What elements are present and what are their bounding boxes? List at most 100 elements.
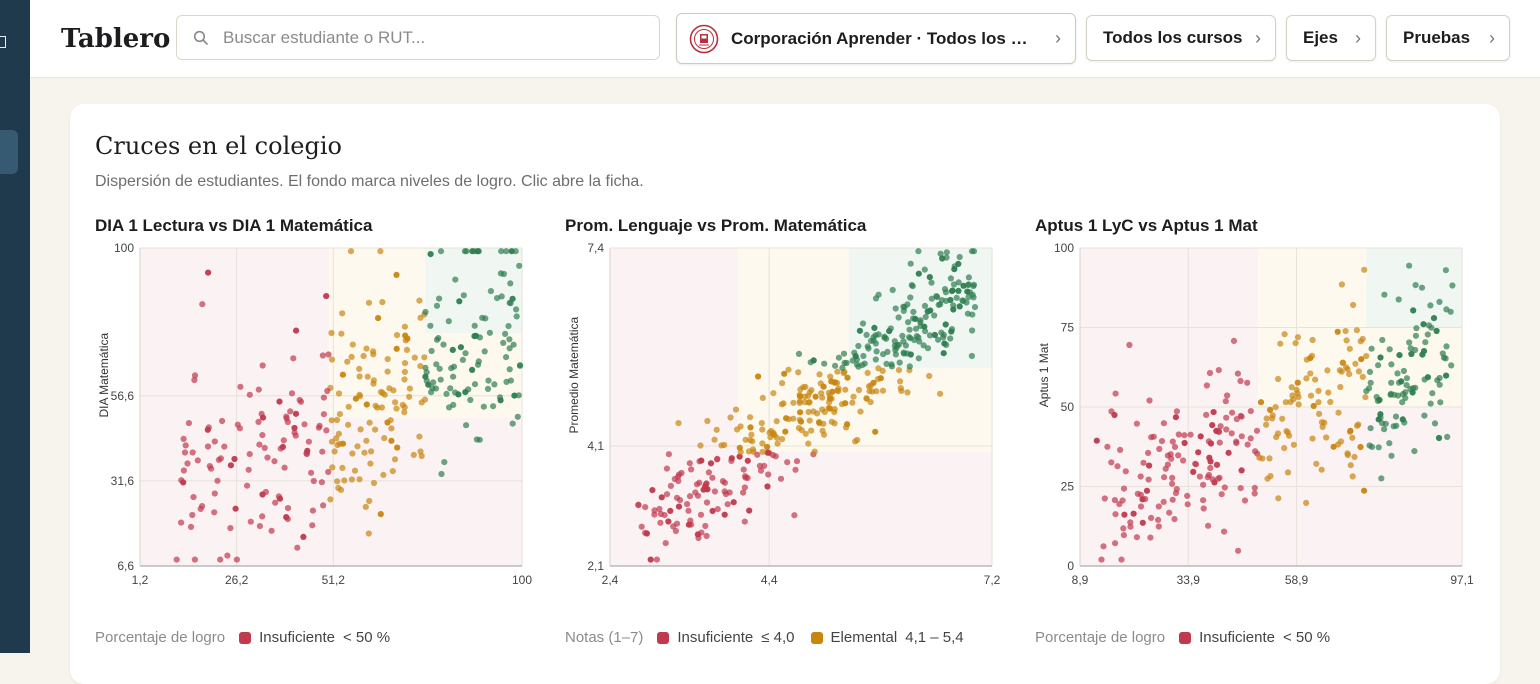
- scatter-point: [879, 387, 887, 394]
- scatter-point: [1309, 435, 1316, 442]
- scatter-point: [1437, 399, 1444, 406]
- scatter-point: [1406, 339, 1413, 346]
- scatter-point: [1295, 393, 1302, 401]
- courses-filter-button[interactable]: Todos los cursos ›: [1086, 15, 1276, 61]
- y-tick-label: 6,6: [117, 559, 134, 573]
- scatter-point: [1409, 389, 1416, 396]
- scatter-point: [1122, 468, 1129, 475]
- scatter-point: [1238, 433, 1245, 440]
- scatter-point: [842, 400, 849, 407]
- scatter-point: [1334, 328, 1341, 335]
- scatter-point: [184, 460, 191, 467]
- scatter-point: [1435, 434, 1443, 442]
- scatter-point: [844, 374, 851, 381]
- scatter-point: [922, 313, 929, 321]
- scatter-point: [1162, 465, 1169, 472]
- scatter-point: [417, 314, 424, 321]
- scatter-point: [421, 396, 429, 403]
- scatter-point: [907, 260, 914, 267]
- scatter-point: [764, 483, 771, 490]
- scatter-point: [178, 477, 185, 484]
- scatter-point: [828, 395, 835, 402]
- scatter-point: [915, 270, 922, 277]
- scatter-point: [463, 422, 470, 429]
- scatter-point: [1408, 350, 1415, 358]
- scatter-point: [1200, 481, 1207, 488]
- scatter-point: [1363, 388, 1370, 395]
- scatter-point: [443, 390, 450, 397]
- scatter-point: [1375, 444, 1382, 451]
- scatter-point: [1168, 455, 1175, 462]
- scatter-point: [1140, 459, 1147, 466]
- scatter-point: [487, 288, 494, 295]
- scatter-point: [471, 322, 478, 329]
- scatter-point: [404, 335, 411, 342]
- scatter-point: [452, 276, 459, 283]
- tests-filter-button[interactable]: Pruebas ›: [1386, 15, 1510, 61]
- scatter-point: [1357, 338, 1364, 345]
- scatter-point: [1112, 390, 1119, 397]
- scatter-point: [734, 426, 741, 433]
- scatter-point: [651, 507, 658, 514]
- scatter-point: [365, 530, 372, 537]
- axes-filter-button[interactable]: Ejes ›: [1286, 15, 1376, 61]
- x-tick-label: 26,2: [225, 573, 249, 587]
- scatter-point: [906, 334, 913, 341]
- scatter-point: [1207, 464, 1214, 472]
- scatter-point: [389, 468, 396, 475]
- scatter-point: [1315, 387, 1322, 394]
- scatter-point: [349, 450, 356, 457]
- scatter-point: [744, 457, 751, 464]
- scatter-point: [810, 357, 817, 364]
- scatter-point: [1378, 475, 1385, 482]
- scatter-point: [1146, 462, 1153, 469]
- scatter-point: [1361, 266, 1368, 273]
- scatter-point: [877, 375, 884, 382]
- top-bar: Tablero Corporación Aprender · Todos los…: [30, 0, 1540, 78]
- sidebar-toggle-icon[interactable]: [0, 36, 6, 48]
- scatter-point: [1330, 443, 1337, 450]
- scatter-point: [422, 308, 429, 316]
- scatter-point: [896, 359, 903, 366]
- scatter-point: [1266, 455, 1273, 462]
- sidebar-item-active[interactable]: [0, 130, 18, 174]
- scatter-point: [1313, 460, 1320, 467]
- scatter-point: [393, 345, 400, 352]
- scatter-point: [939, 255, 946, 262]
- scatter-chart-1[interactable]: 1,2 26,2 51,2 100 6,6 31,6 56,6 100 DIA Matemáti…: [95, 240, 545, 592]
- scatter-point: [663, 465, 670, 472]
- scatter-point: [1200, 497, 1207, 504]
- scatter-point: [1393, 422, 1400, 429]
- scatter-point: [1101, 495, 1108, 502]
- legend-swatch-insuficiente: [1179, 631, 1192, 644]
- organization-selector[interactable]: Corporación Aprender · Todos los e... ›: [676, 13, 1076, 64]
- scatter-point: [895, 367, 903, 374]
- scatter-chart-3[interactable]: 8,9 33,9 58,9 97,1 0 25 50 75 100 Aptus 1 Mat: [1035, 240, 1485, 592]
- scatter-point: [1309, 336, 1316, 344]
- scatter-point: [471, 381, 479, 388]
- scatter-point: [1279, 415, 1286, 422]
- scatter-point: [1368, 345, 1375, 352]
- scatter-point: [227, 462, 234, 469]
- scatter-point: [1352, 360, 1359, 367]
- search-box[interactable]: [176, 15, 660, 60]
- scatter-point: [685, 507, 692, 514]
- search-input[interactable]: [221, 26, 645, 49]
- scatter-point: [388, 437, 395, 444]
- scatter-point: [732, 406, 740, 413]
- scatter-point: [675, 420, 682, 427]
- scatter-point: [494, 295, 501, 302]
- scatter-point: [748, 431, 755, 438]
- scatter-point: [1112, 540, 1119, 547]
- scatter-point: [1422, 339, 1429, 346]
- scatter-point: [433, 361, 440, 368]
- scatter-point: [805, 399, 812, 406]
- scatter-chart-2[interactable]: 2,4 4,4 7,2 2,1 4,1 7,4 Promedio Matemática: [565, 240, 1015, 592]
- scatter-point: [1229, 409, 1236, 416]
- scatter-point: [219, 417, 226, 425]
- scatter-point: [259, 513, 266, 520]
- scatter-point: [1139, 519, 1146, 526]
- scatter-point: [1388, 452, 1395, 459]
- y-tick-label: 25: [1061, 480, 1075, 494]
- scatter-point: [1427, 400, 1434, 407]
